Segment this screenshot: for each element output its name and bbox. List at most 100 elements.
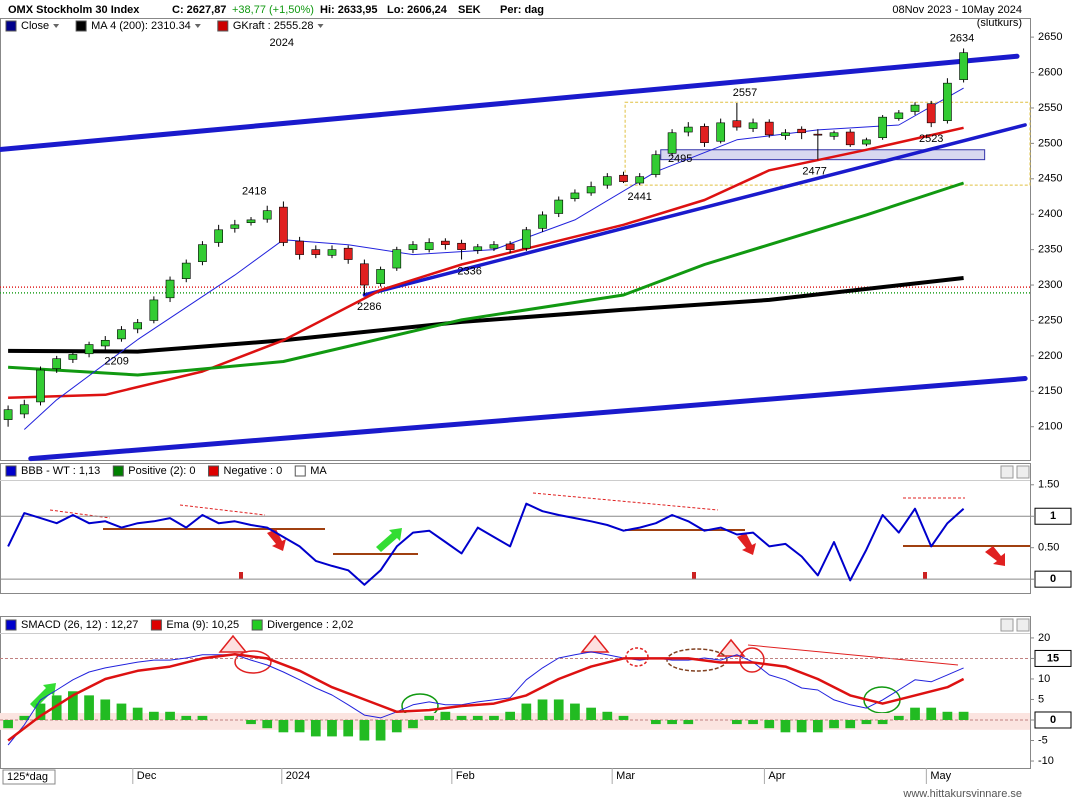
down-arrow	[985, 546, 1005, 566]
divergence-bar	[732, 719, 742, 725]
y-tick-label: 20	[1038, 632, 1050, 644]
divergence-bar	[148, 711, 159, 720]
y-tick-label: 2650	[1038, 31, 1062, 43]
candle-body	[602, 176, 612, 186]
divergence-bar	[618, 715, 629, 720]
divergence-bar	[683, 719, 694, 725]
divergence-bar	[3, 719, 13, 729]
y-tick-label: 2450	[1038, 173, 1062, 185]
legend-dropdown	[317, 24, 324, 28]
close-stat: C: 2627,87	[172, 4, 226, 16]
candle-body	[392, 249, 402, 269]
series-line	[8, 181, 965, 377]
y-tick-label: 0	[1050, 573, 1056, 585]
close-icon[interactable]	[1016, 618, 1030, 632]
legend-label: Positive (2): 0	[128, 465, 195, 477]
year-marker: 2024	[270, 37, 294, 49]
negative-marker	[692, 572, 696, 579]
candle-body	[457, 242, 466, 250]
legend-swatch	[208, 465, 220, 477]
divergence-bar	[165, 711, 175, 720]
period: Per: dag	[500, 4, 544, 16]
divergence-bar	[84, 695, 94, 720]
divergence-bar	[910, 707, 920, 720]
legend-label: BBB - WT : 1,13	[21, 465, 100, 477]
candle-body	[441, 240, 450, 245]
divergence-bar	[505, 711, 515, 720]
divergence-bar	[456, 715, 467, 720]
value-box	[1034, 649, 1072, 667]
divergence-bar	[877, 719, 888, 725]
divergence-bar	[391, 719, 402, 733]
divergence-bar	[553, 699, 564, 720]
price-annotation: 2557	[733, 87, 757, 99]
series-line	[8, 276, 964, 354]
divergence-bar	[359, 719, 370, 741]
close-icon[interactable]	[1016, 465, 1030, 479]
tool-icon[interactable]	[1000, 465, 1014, 479]
legend-swatch	[150, 619, 162, 631]
legend-label: Negative : 0	[224, 465, 283, 477]
divergence-bar	[19, 715, 30, 720]
legend-swatch	[217, 20, 229, 32]
trend-line	[28, 376, 1028, 462]
legend-label: MA	[310, 465, 327, 477]
trend-arrow	[532, 492, 719, 511]
down-arrow	[267, 529, 286, 551]
divergence-bar	[521, 703, 532, 720]
price-note: (slutkurs)	[977, 17, 1022, 29]
divergence-bar	[926, 707, 937, 720]
bbb-annotations	[49, 492, 1030, 579]
value-box	[1034, 507, 1072, 525]
candle-body	[52, 358, 62, 369]
y-tick-label: 2600	[1038, 66, 1062, 78]
price-annotation: 2523	[919, 133, 943, 145]
y-tick-label: 2150	[1038, 385, 1062, 397]
candle-body	[36, 369, 45, 403]
legend-label: SMACD (26, 12) : 12,27	[21, 619, 138, 631]
panel-tools[interactable]	[1000, 465, 1030, 632]
date-range: 08Nov 2023 - 10May 2024	[892, 4, 1022, 16]
price-annotation: 2634	[950, 32, 974, 44]
divergence-bar	[748, 719, 758, 725]
divergence-bar	[197, 715, 208, 720]
circle-marker	[666, 648, 728, 672]
up-arrow	[376, 528, 402, 552]
legend-label: Divergence : 2,02	[267, 619, 353, 631]
candle-body	[230, 224, 240, 229]
tool-icon[interactable]	[1000, 618, 1014, 632]
candle-body	[360, 263, 369, 286]
candle-body	[19, 404, 29, 415]
candle-body	[910, 104, 920, 112]
value-box	[1034, 570, 1072, 588]
legend-swatch	[112, 465, 124, 477]
candle-body	[198, 244, 207, 262]
price-annotation: 2286	[357, 301, 381, 313]
divergence-bar	[796, 719, 807, 733]
candle-body	[117, 329, 126, 340]
legend-label: Ema (9): 10,25	[166, 619, 239, 631]
candle-body	[473, 246, 483, 251]
series-line	[7, 502, 965, 586]
y-tick-label: -5	[1038, 734, 1048, 746]
divergence-bar	[667, 719, 677, 725]
price-annotation: 2209	[104, 355, 128, 367]
panel-0: 2100 2150 2200 2250 2300 2350 2400 2450 2500 2550…	[0, 19, 1062, 462]
divergence-bar	[489, 715, 499, 720]
candle-body	[651, 154, 661, 175]
candle-body	[327, 249, 337, 256]
candle-body	[165, 279, 175, 299]
y-tick-label: 2200	[1038, 350, 1062, 362]
down-arrow	[737, 533, 756, 555]
divergence-bar	[651, 719, 661, 725]
legend-bg	[1, 19, 401, 33]
circle-marker	[739, 647, 765, 673]
divergence-bar	[812, 719, 823, 733]
y-tick-label: 2250	[1038, 314, 1062, 326]
legend-swatch	[75, 20, 87, 32]
currency: SEK	[458, 4, 481, 16]
divergence-bar	[472, 715, 483, 720]
divergence-bar	[278, 719, 289, 733]
legend-swatch	[5, 465, 17, 477]
